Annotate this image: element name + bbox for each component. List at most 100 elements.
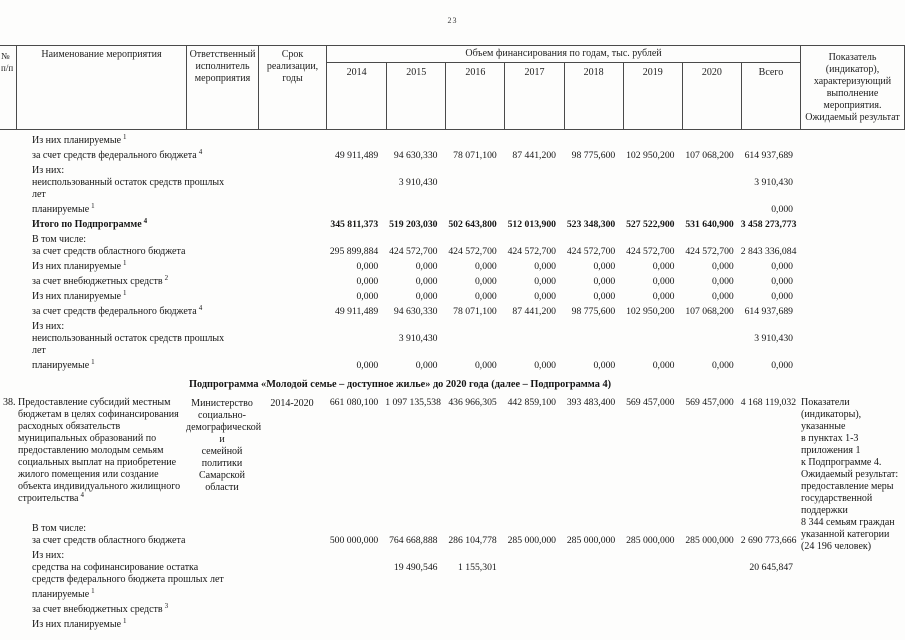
- footnote-marker: 2: [164, 273, 169, 282]
- value-cell: [563, 589, 622, 601]
- table-row: за счет средств федерального бюджета 4 49 …: [0, 304, 905, 318]
- footnote-marker: 1: [123, 288, 127, 297]
- value-cell: 285 000,000: [685, 535, 734, 546]
- row-label: за счет средств федерального бюджета 4: [32, 147, 203, 161]
- value-cell: 442 859,100: [507, 397, 556, 408]
- value-cell: 0,000: [652, 360, 675, 371]
- value-cell: [326, 589, 385, 601]
- row-label: за счет внебюджетных средств 3: [32, 601, 169, 615]
- column-header-executor: Ответственный исполнитель мероприятия: [186, 46, 258, 129]
- value-cell: 424 572,700: [626, 246, 675, 257]
- row-label: В том числе: за счет средств областного …: [32, 234, 186, 257]
- page-number: 23: [447, 16, 458, 25]
- year-column-header: 2019: [622, 63, 682, 129]
- value-cell: [682, 165, 741, 201]
- value-cell: 0,000: [534, 360, 556, 371]
- table-row: Из них планируемые 1: [0, 617, 905, 631]
- year-column-header: 2015: [386, 63, 445, 129]
- value-cell: [326, 204, 385, 216]
- value-cell: 0,000: [356, 360, 379, 371]
- value-cell: 393 483,400: [566, 397, 616, 408]
- value-cell: 0,000: [474, 261, 497, 272]
- value-cell: 87 441,200: [512, 306, 556, 317]
- value-cell: 102 950,200: [626, 306, 675, 317]
- value-cell: [326, 619, 385, 631]
- row-label: планируемые 1: [32, 586, 95, 600]
- table-row: планируемые 1 0,000 0,000 0,000 0,000 0,000 0,0…: [0, 358, 905, 372]
- value-cell: [385, 604, 444, 616]
- footnote-marker: 4: [143, 216, 148, 225]
- value-cell: 614 937,689: [744, 306, 793, 317]
- row-label: планируемые 1: [32, 201, 95, 215]
- value-cell: [622, 321, 681, 357]
- subprogram-section-title: Подпрограмма «Молодой семье – доступное …: [188, 379, 612, 390]
- year-column-header: 2018: [563, 63, 623, 129]
- footnote-marker: 4: [80, 490, 84, 499]
- value-cell: [682, 619, 741, 631]
- value-cell: [622, 135, 681, 147]
- value-cell: 0,000: [593, 261, 616, 272]
- value-cell: [563, 204, 622, 216]
- value-cell: 87 441,200: [512, 150, 556, 161]
- table-row: за счет внебюджетных средств 3: [0, 601, 905, 616]
- value-cell: [622, 165, 681, 201]
- value-cell: 3 910,430: [398, 333, 438, 344]
- value-cell: 285 000,000: [507, 535, 556, 546]
- value-cell: 286 104,778: [448, 535, 497, 546]
- value-cell: [741, 604, 800, 616]
- value-cell: 424 572,700: [448, 246, 497, 257]
- row-label: Из них планируемые 1: [32, 258, 127, 272]
- value-cell: [682, 135, 741, 147]
- column-header-indicator: Показатель (индикатор), характеризующий …: [800, 46, 905, 129]
- value-cell: [504, 589, 563, 601]
- value-cell: 98 775,600: [571, 150, 616, 161]
- row-label: Предоставление субсидий местным бюджетам…: [18, 397, 181, 504]
- value-cell: [504, 550, 563, 586]
- value-cell: 614 937,689: [744, 150, 793, 161]
- value-cell: 502 643,800: [448, 219, 497, 230]
- table-row: Из них: неиспользованный остаток средств…: [0, 321, 905, 357]
- value-cell: [445, 589, 504, 601]
- table-body: Из них планируемые 1 за счет средств федер…: [0, 130, 905, 631]
- value-cell: 19 490,546: [393, 562, 438, 573]
- value-cell: [563, 619, 622, 631]
- table-row: Из них планируемые 1 0,000 0,000 0,000 0,000 0…: [0, 258, 905, 273]
- value-cell: [741, 619, 800, 631]
- value-cell: 0,000: [415, 291, 438, 302]
- row-label: Из них: средства на софинансирование ост…: [32, 550, 224, 585]
- row-label: Из них планируемые 1: [32, 132, 127, 146]
- value-cell: [326, 321, 385, 357]
- value-cell: 500 000,000: [329, 535, 379, 546]
- value-cell: 424 572,700: [566, 246, 616, 257]
- value-cell: 531 640,900: [685, 219, 734, 230]
- value-cell: [682, 604, 741, 616]
- value-cell: 0,000: [474, 291, 497, 302]
- value-cell: 3 910,430: [398, 177, 438, 188]
- value-cell: [504, 135, 563, 147]
- table-row: Из них: средства на софинансирование ост…: [0, 550, 905, 586]
- value-cell: [385, 619, 444, 631]
- table-row: В том числе: за счет средств областного …: [0, 234, 905, 258]
- year-column-header: 2020: [681, 63, 741, 129]
- footnote-marker: 3: [164, 601, 169, 610]
- value-cell: 2 690 773,666: [740, 535, 797, 546]
- value-cell: 0,000: [771, 291, 793, 302]
- value-cell: 569 457,000: [626, 397, 675, 408]
- financing-table: № п/п Наименование мероприятия Ответстве…: [0, 45, 905, 634]
- value-cell: 0,000: [474, 360, 497, 371]
- value-cell: 0,000: [534, 291, 556, 302]
- value-cell: 78 071,100: [453, 306, 497, 317]
- value-cell: 512 013,900: [507, 219, 556, 230]
- value-cell: 0,000: [771, 204, 793, 215]
- value-cell: 436 966,305: [448, 397, 497, 408]
- value-cell: 94 630,330: [393, 306, 438, 317]
- finance-group-title: Объем финансирования по годам, тыс. рубл…: [327, 46, 800, 63]
- value-cell: 285 000,000: [566, 535, 616, 546]
- value-cell: 0,000: [771, 360, 793, 371]
- value-cell: 0,000: [711, 291, 734, 302]
- value-cell: 0,000: [474, 276, 497, 287]
- value-cell: 3 458 273,773: [740, 219, 797, 230]
- value-cell: 49 911,489: [335, 150, 379, 161]
- row-label: за счет внебюджетных средств 2: [32, 273, 169, 287]
